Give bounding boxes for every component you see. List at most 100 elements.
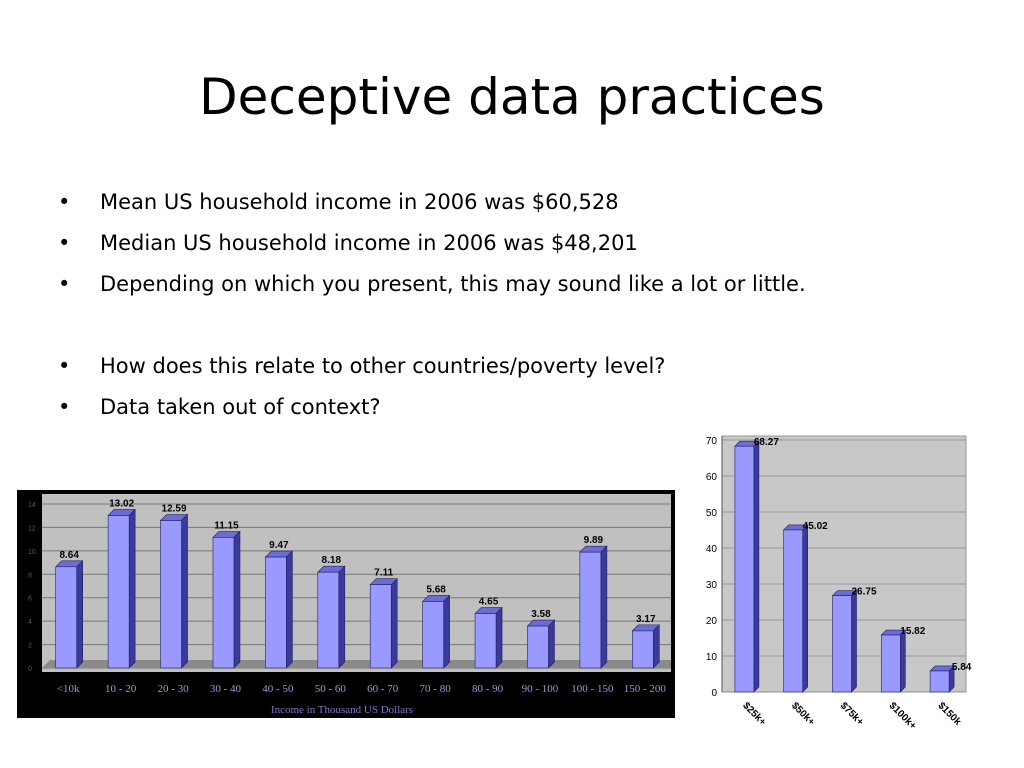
x-tick-label: 150 - 200: [624, 683, 667, 695]
bar-side-face: [753, 440, 760, 693]
bar-side-face: [338, 565, 346, 669]
data-label: 15.82: [900, 626, 925, 637]
bullet-dot: •: [58, 231, 71, 255]
y-tick-label: 2: [28, 643, 32, 650]
bar-front-face: [579, 551, 602, 669]
bar-front-face: [474, 613, 497, 669]
x-tick-label: 100 - 150: [571, 683, 614, 695]
chart-bar: [929, 665, 955, 693]
x-tick-label: 50 - 60: [315, 683, 347, 695]
chart-bar: [474, 606, 503, 669]
bar-side-face: [600, 545, 608, 669]
income-distribution-chart: 0 2 4 6 8 10 12 14 8.64 <10k 13.02 10 - 20 12.59 20 -…: [17, 490, 675, 718]
y-tick-label: 14: [28, 502, 36, 509]
x-tick-label: 20 - 30: [157, 683, 189, 695]
data-label: 13.02: [109, 498, 134, 509]
data-label: 8.64: [59, 550, 79, 561]
bullet-dot: •: [58, 395, 71, 419]
bullet-text: How does this relate to other countries/…: [100, 354, 666, 378]
chart-bar: [631, 624, 661, 669]
bar-front-face: [317, 571, 340, 669]
bar-front-face: [55, 566, 78, 669]
bullet-item: • How does this relate to other countries…: [58, 348, 806, 389]
y-tick-label: 40: [706, 544, 718, 555]
data-label: 4.65: [479, 597, 499, 608]
y-tick-label: 30: [706, 580, 718, 591]
bar-front-face: [107, 515, 130, 669]
chart-bar: [579, 545, 608, 669]
bar-side-face: [233, 530, 241, 669]
bullet-text: Mean US household income in 2006 was $60…: [100, 190, 619, 214]
chart-bar: [369, 577, 398, 669]
chart-bar: [107, 508, 136, 669]
bar-side-face: [851, 589, 857, 693]
y-tick-label: 70: [706, 436, 718, 447]
x-tick-label: $150k: [935, 700, 963, 728]
data-label: 68.27: [754, 437, 779, 448]
bullet-text: Depending on which you present, this may…: [100, 272, 806, 296]
data-label: 11.15: [214, 520, 239, 531]
y-tick-label: 4: [28, 619, 32, 626]
bar-front-face: [212, 537, 235, 669]
data-label: 26.75: [851, 587, 876, 598]
chart-bar: [734, 440, 760, 693]
data-label: 45.02: [803, 521, 828, 532]
data-label: 5.84: [952, 662, 972, 673]
x-tick-label: <10k: [57, 683, 80, 695]
bar-front-face: [369, 584, 392, 669]
bullet-item: • Mean US household income in 2006 was $6…: [58, 184, 806, 225]
chart-bar: [264, 550, 294, 669]
y-tick-label: 12: [28, 525, 36, 532]
bullet-dot: •: [58, 272, 71, 296]
bar-front-face: [527, 625, 549, 669]
chart-bar: [212, 530, 241, 669]
x-tick-label: 40 - 50: [262, 683, 294, 695]
y-tick-label: 0: [28, 666, 32, 673]
x-tick-label: 90 - 100: [522, 683, 559, 695]
data-label: 9.47: [269, 540, 289, 551]
bullet-dot: •: [58, 190, 71, 214]
data-label: 7.11: [374, 568, 393, 579]
data-label: 8.18: [322, 555, 342, 566]
x-axis-label: Income in Thousand US Dollars: [271, 704, 413, 716]
bar-side-face: [286, 550, 293, 669]
x-tick-label: 30 - 40: [210, 683, 242, 695]
y-tick-label: 6: [28, 596, 32, 603]
y-tick-label: 8: [28, 572, 32, 579]
y-tick-label: 10: [706, 652, 718, 663]
bar-front-face: [265, 556, 287, 669]
bar-front-face: [881, 634, 901, 693]
bar-side-face: [652, 624, 660, 669]
data-label: 3.58: [531, 609, 551, 620]
slide-title: Deceptive data practices: [199, 68, 825, 126]
x-tick-label: 80 - 90: [472, 683, 504, 695]
bar-front-face: [734, 445, 755, 693]
bar-side-face: [76, 560, 84, 669]
y-tick-label: 0: [711, 688, 717, 699]
y-tick-label: 60: [706, 472, 718, 483]
income-distribution-chart-svg: 0 2 4 6 8 10 12 14 8.64 <10k 13.02 10 - 20 12.59 20 -…: [17, 490, 675, 718]
data-label: 5.68: [426, 584, 446, 595]
bar-side-face: [390, 577, 398, 669]
plot-area: [42, 494, 671, 672]
bullet-list: • Mean US household income in 2006 was $6…: [58, 184, 806, 430]
y-tick-label: 20: [706, 616, 718, 627]
income-threshold-chart: 0 10 20 30 40 50 60 70 68.27 $25k+ 45.02 $50k+ 26.75…: [700, 430, 980, 740]
chart-bar: [526, 619, 556, 669]
bar-side-face: [128, 508, 136, 669]
bar-front-face: [783, 529, 803, 693]
income-threshold-chart-svg: 0 10 20 30 40 50 60 70 68.27 $25k+ 45.02 $50k+ 26.75…: [706, 435, 972, 732]
chart-bar: [54, 560, 84, 669]
x-tick-label: $25k+: [740, 700, 768, 728]
x-tick-label: 10 - 20: [105, 683, 137, 695]
bullet-item: • Data taken out of context?: [58, 389, 806, 430]
chart-bar: [831, 589, 858, 693]
data-label: 12.59: [162, 504, 187, 515]
chart-bar: [159, 513, 189, 669]
bar-side-face: [495, 606, 503, 669]
chart-floor: [42, 660, 671, 668]
bar-front-face: [832, 595, 852, 693]
bar-side-face: [181, 513, 188, 669]
bullet-text: Median US household income in 2006 was $…: [100, 231, 638, 255]
x-tick-label: $75k+: [838, 700, 866, 728]
